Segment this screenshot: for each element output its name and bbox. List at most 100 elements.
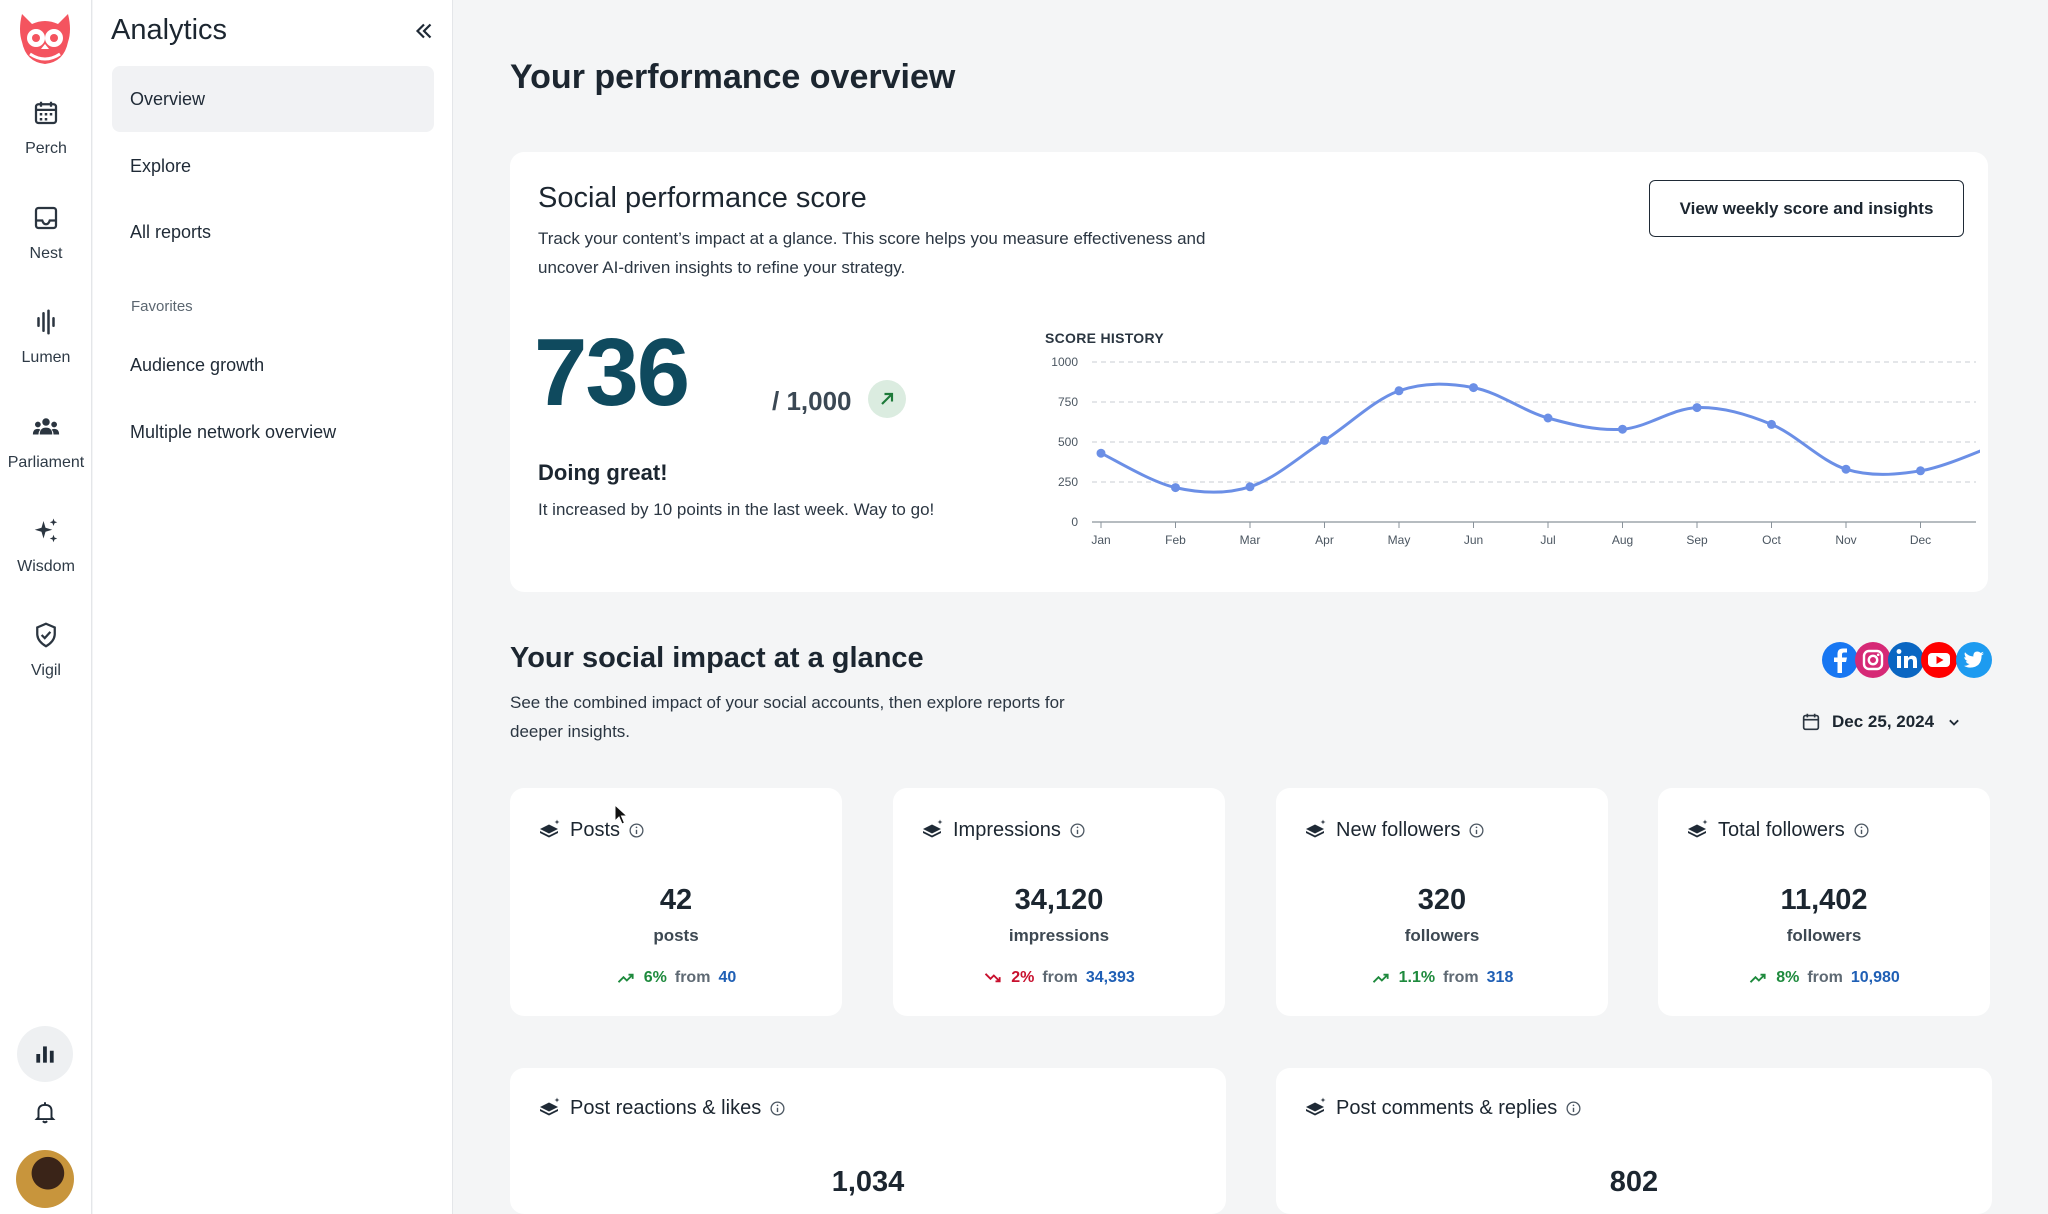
sparkles-icon xyxy=(34,518,58,543)
score-line xyxy=(1100,382,1980,494)
score-status-detail: It increased by 10 points in the last we… xyxy=(538,500,935,519)
stat-header: Posts xyxy=(538,818,645,842)
twitter-icon xyxy=(1956,642,1992,678)
owl-logo-icon[interactable] xyxy=(14,8,76,68)
arrow-up-right-icon xyxy=(881,392,894,405)
impact-description: See the combined impact of your social a… xyxy=(510,693,1065,741)
info-icon[interactable] xyxy=(1468,822,1485,839)
stat-change-percent: 8% xyxy=(1776,969,1800,986)
data-point xyxy=(1096,448,1106,458)
stat-change: 6% from 40 xyxy=(510,968,842,988)
stat-value: 1,034 xyxy=(831,1166,905,1198)
stat-header: Post reactions & likes xyxy=(538,1096,786,1120)
stat-change-percent: 1.1% xyxy=(1398,969,1436,986)
stat-label: New followers xyxy=(1336,818,1461,841)
x-tick-label: May xyxy=(1388,533,1411,547)
stat-card-impressions[interactable]: Impressions 34,120 impressions 2% from 3… xyxy=(893,788,1225,1016)
info-icon[interactable] xyxy=(769,1100,786,1117)
nav-item-overview[interactable]: Overview xyxy=(112,66,434,132)
waveform-icon xyxy=(37,309,55,335)
stat-value: 802 xyxy=(1609,1166,1659,1198)
collapse-chevrons-icon[interactable] xyxy=(411,18,437,44)
x-tick-label: Sep xyxy=(1686,533,1708,547)
analytics-rail-button[interactable] xyxy=(17,1026,73,1082)
stat-unit: posts xyxy=(653,926,699,945)
score-card: Social performance score Track your cont… xyxy=(510,152,1988,592)
youtube-icon xyxy=(1921,642,1957,678)
rail-item-parliament[interactable]: Parliament xyxy=(0,412,92,502)
stat-header: New followers xyxy=(1304,818,1485,842)
instagram-icon xyxy=(1855,642,1891,678)
rail-item-lumen[interactable]: Lumen xyxy=(0,307,92,397)
x-tick-label: Feb xyxy=(1165,533,1186,547)
data-point xyxy=(1618,424,1627,434)
nav-item-audience-growth[interactable]: Audience growth xyxy=(130,354,265,375)
stat-label: Impressions xyxy=(953,818,1061,841)
stat-card-total-followers[interactable]: Total followers 11,402 followers 8% from… xyxy=(1658,788,1990,1016)
stat-header: Post comments & replies xyxy=(1304,1096,1582,1120)
bell-icon xyxy=(34,1102,56,1124)
x-tick-label: Oct xyxy=(1762,533,1781,547)
score-card-title: Social performance score xyxy=(538,182,867,214)
x-tick-label: Dec xyxy=(1910,533,1931,547)
stat-from-label: from xyxy=(1042,969,1078,986)
y-tick-label: 0 xyxy=(1071,515,1078,529)
score-history-chart: 0 250 500 750 1000 Jan Feb Mar Apr May Jun Jul Aug Se… xyxy=(1051,355,1980,547)
date-picker[interactable]: Dec 25, 2024 xyxy=(1800,706,1964,738)
network-icons xyxy=(1822,642,1957,678)
y-tick-label: 750 xyxy=(1058,395,1078,409)
stat-value: 11,402 xyxy=(1780,884,1868,916)
stat-value: 34,120 xyxy=(1014,884,1104,916)
linkedin-icon xyxy=(1888,642,1924,678)
stat-change: 2% from 34,393 xyxy=(893,968,1225,988)
stat-label: Posts xyxy=(570,818,621,841)
x-tick-label: Jul xyxy=(1540,533,1555,547)
facebook-icon xyxy=(1822,642,1858,678)
y-tick-label: 1000 xyxy=(1051,355,1078,369)
info-icon[interactable] xyxy=(1853,822,1870,839)
stat-change-percent: 2% xyxy=(1011,969,1035,986)
rail-item-vigil[interactable]: Vigil xyxy=(0,620,92,710)
data-point xyxy=(1916,466,1925,476)
chart-title: SCORE HISTORY xyxy=(1045,330,1165,346)
rail-item-wisdom[interactable]: Wisdom xyxy=(0,516,92,606)
rail-item-nest[interactable]: Nest xyxy=(0,203,92,293)
stat-from-label: from xyxy=(1807,969,1843,986)
nav-item-explore[interactable]: Explore xyxy=(130,155,192,176)
rail-label: Lumen xyxy=(21,349,71,366)
nav-item-all-reports[interactable]: All reports xyxy=(130,221,212,242)
nav-title: Analytics xyxy=(111,14,228,46)
stat-from-label: from xyxy=(1443,969,1479,986)
page-title: Your performance overview xyxy=(510,58,956,96)
data-point xyxy=(1320,435,1329,445)
stat-previous-value: 40 xyxy=(718,969,737,986)
view-weekly-score-button[interactable]: View weekly score and insights xyxy=(1649,180,1964,237)
stat-card-post-comments[interactable]: Post comments & replies 802 xyxy=(1276,1068,1992,1214)
bar-chart-icon xyxy=(36,1046,54,1063)
data-point xyxy=(1543,413,1553,423)
rail-item-perch[interactable]: Perch xyxy=(0,98,92,188)
chevron-down-icon xyxy=(1949,719,1959,726)
trend-up-icon xyxy=(1372,973,1389,983)
info-icon[interactable] xyxy=(1069,822,1086,839)
notifications-button[interactable] xyxy=(17,1084,73,1140)
stat-card-posts[interactable]: Posts 42 posts 6% from 40 xyxy=(510,788,842,1016)
nav-item-multiple-network-overview[interactable]: Multiple network overview xyxy=(130,421,337,442)
stat-from-label: from xyxy=(674,969,711,986)
mouse-cursor-icon xyxy=(614,804,628,825)
trend-up-icon xyxy=(1750,973,1766,983)
stat-card-post-reactions[interactable]: Post reactions & likes 1,034 xyxy=(510,1068,1226,1214)
stat-card-new-followers[interactable]: New followers 320 followers 1.1% from 31… xyxy=(1276,788,1608,1016)
stat-previous-value: 10,980 xyxy=(1850,969,1900,986)
stat-unit: followers xyxy=(1404,926,1480,945)
info-icon[interactable] xyxy=(1565,1100,1582,1117)
data-point xyxy=(1469,383,1478,393)
calendar-icon xyxy=(34,101,58,125)
impact-title: Your social impact at a glance xyxy=(510,642,924,674)
info-icon[interactable] xyxy=(628,822,645,839)
shield-check-icon xyxy=(36,622,56,648)
rail-label: Parliament xyxy=(7,454,85,471)
rail-label: Wisdom xyxy=(17,558,75,575)
avatar[interactable] xyxy=(16,1150,74,1208)
nav-section-favorites: Favorites xyxy=(131,298,193,315)
